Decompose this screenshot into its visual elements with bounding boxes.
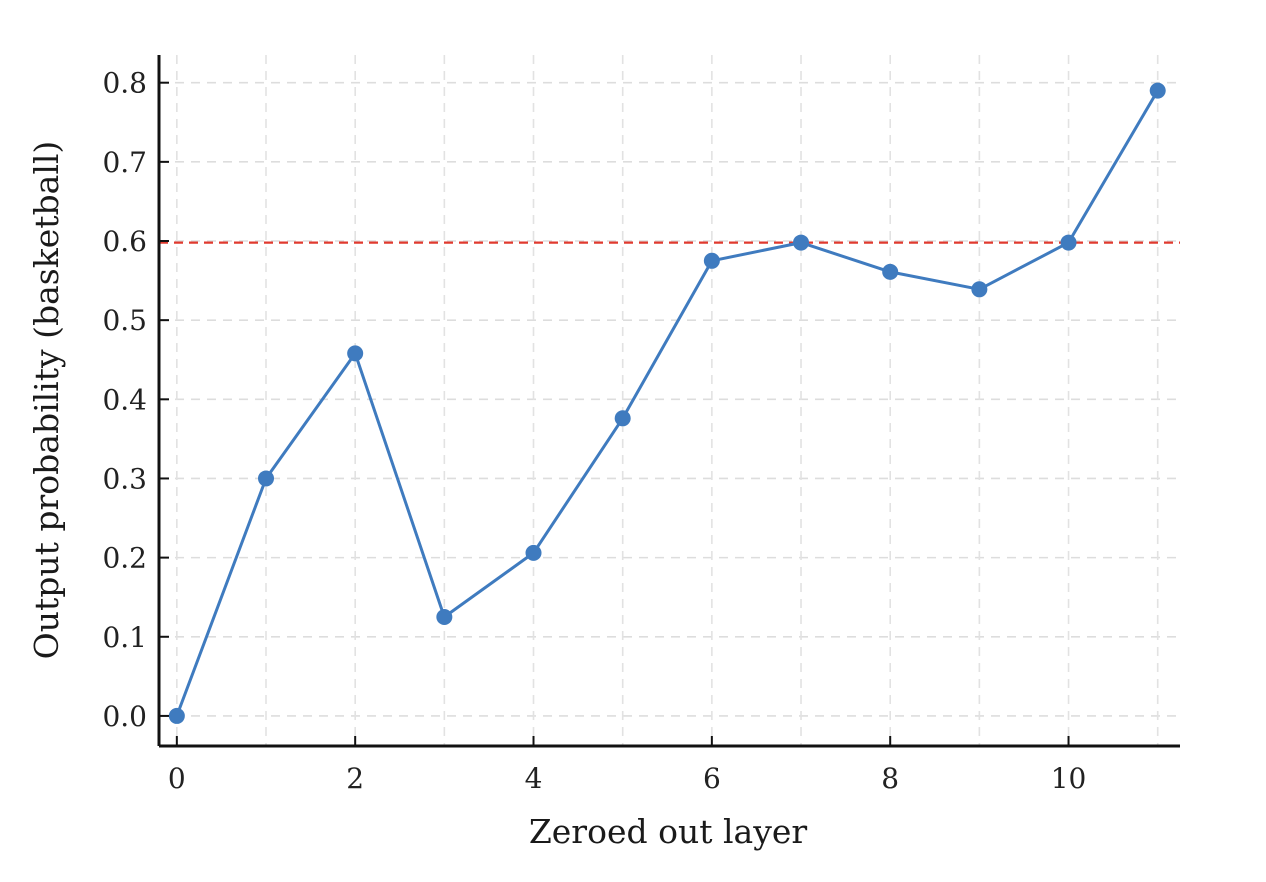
x-tick-label: 2: [346, 762, 364, 795]
x-axis-title: Zeroed out layer: [529, 812, 808, 851]
data-point: [347, 345, 364, 362]
y-tick-label: 0.1: [102, 621, 147, 654]
y-tick-label: 0.6: [102, 225, 147, 258]
x-tick-label: 10: [1051, 762, 1087, 795]
data-point: [971, 281, 988, 298]
data-point: [436, 608, 453, 625]
y-tick-label: 0.2: [102, 542, 147, 575]
data-point: [1060, 234, 1077, 251]
y-tick-label: 0.0: [102, 700, 147, 733]
y-tick-label: 0.8: [102, 67, 147, 100]
data-point: [525, 544, 542, 561]
x-tick-label: 6: [703, 762, 721, 795]
y-tick-label: 0.5: [102, 304, 147, 337]
x-tick-label: 0: [168, 762, 186, 795]
data-point: [1149, 82, 1166, 99]
series-line: [175, 89, 1159, 717]
data-point: [882, 263, 899, 280]
data-point: [258, 470, 275, 487]
grid: [159, 55, 1180, 746]
axes: [157, 55, 1180, 748]
x-tick-label: 8: [881, 762, 899, 795]
y-tick-label: 0.4: [102, 383, 147, 416]
data-point: [614, 410, 631, 427]
y-axis-title: Output probability (basketball): [27, 141, 66, 660]
data-point: [703, 252, 720, 269]
y-tick-label: 0.3: [102, 462, 147, 495]
data-point: [168, 707, 185, 724]
y-tick-label: 0.7: [102, 146, 147, 179]
data-point: [793, 234, 810, 251]
tick-labels: 0.0 0.1 0.2 0.3 0.4 0.5 0.6 0.7 0.8 0 2 4 6 8 10: [102, 67, 1086, 795]
series-layer: [168, 82, 1166, 724]
x-tick-label: 4: [525, 762, 543, 795]
